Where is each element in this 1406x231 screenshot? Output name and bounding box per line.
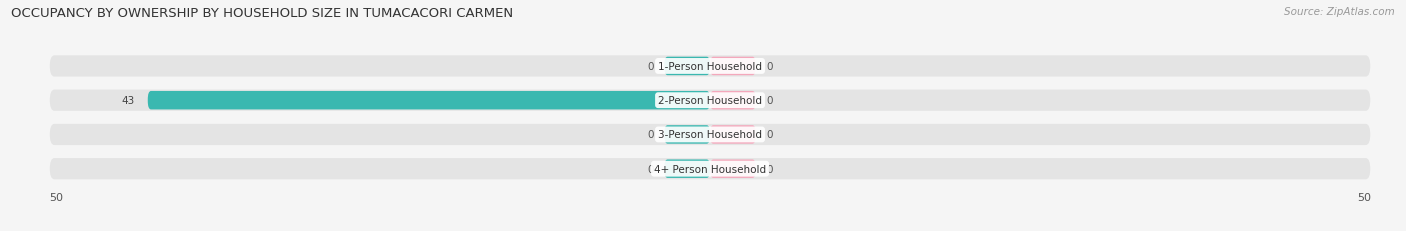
Text: 4+ Person Household: 4+ Person Household xyxy=(654,164,766,174)
FancyBboxPatch shape xyxy=(710,160,756,178)
Text: 0: 0 xyxy=(647,164,654,174)
FancyBboxPatch shape xyxy=(710,58,756,76)
Text: 3-Person Household: 3-Person Household xyxy=(658,130,762,140)
Text: 0: 0 xyxy=(766,96,773,106)
Text: 0: 0 xyxy=(766,164,773,174)
Text: Source: ZipAtlas.com: Source: ZipAtlas.com xyxy=(1284,7,1395,17)
FancyBboxPatch shape xyxy=(664,160,710,178)
FancyBboxPatch shape xyxy=(49,90,1371,111)
FancyBboxPatch shape xyxy=(49,124,1371,146)
FancyBboxPatch shape xyxy=(148,91,710,110)
Text: 43: 43 xyxy=(121,96,135,106)
FancyBboxPatch shape xyxy=(49,56,1371,77)
FancyBboxPatch shape xyxy=(49,158,1371,179)
Text: OCCUPANCY BY OWNERSHIP BY HOUSEHOLD SIZE IN TUMACACORI CARMEN: OCCUPANCY BY OWNERSHIP BY HOUSEHOLD SIZE… xyxy=(11,7,513,20)
FancyBboxPatch shape xyxy=(710,126,756,144)
Text: 0: 0 xyxy=(647,130,654,140)
Text: 0: 0 xyxy=(766,130,773,140)
Text: 1-Person Household: 1-Person Household xyxy=(658,62,762,72)
FancyBboxPatch shape xyxy=(710,91,756,110)
Text: 2-Person Household: 2-Person Household xyxy=(658,96,762,106)
FancyBboxPatch shape xyxy=(664,58,710,76)
Text: 0: 0 xyxy=(647,62,654,72)
Text: 0: 0 xyxy=(766,62,773,72)
FancyBboxPatch shape xyxy=(664,126,710,144)
